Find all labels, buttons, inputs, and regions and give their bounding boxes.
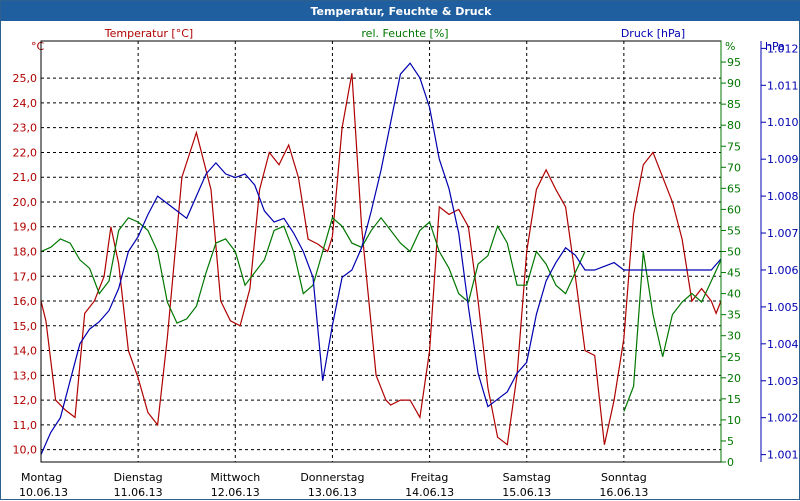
pressure-tick-label: 1.006 xyxy=(767,264,799,277)
humidity-tick-label: 90 xyxy=(727,77,741,90)
humidity-tick-label: 35 xyxy=(727,309,741,322)
date-label: 12.06.13 xyxy=(211,486,260,499)
humidity-tick-label: 15 xyxy=(727,393,741,406)
humidity-tick-label: 20 xyxy=(727,372,741,385)
humidity-tick-label: 25 xyxy=(727,351,741,364)
date-label: 15.06.13 xyxy=(502,486,551,499)
title-bar xyxy=(1,1,800,21)
day-label: Samstag xyxy=(503,471,551,484)
humidity-tick-label: 0 xyxy=(727,456,734,469)
date-label: 11.06.13 xyxy=(114,486,163,499)
pressure-series-line xyxy=(40,62,722,455)
temperature-tick-label: 20,0 xyxy=(13,196,38,209)
humidity-tick-label: 60 xyxy=(727,203,741,216)
pressure-tick-label: 1.007 xyxy=(767,227,799,240)
day-label: Montag xyxy=(21,471,62,484)
pressure-tick-label: 1.009 xyxy=(767,153,799,166)
temperature-tick-label: 12,0 xyxy=(13,394,38,407)
temperature-tick-label: 11,0 xyxy=(13,419,38,432)
humidity-tick-label: 30 xyxy=(727,330,741,343)
humidity-tick-label: 5 xyxy=(727,435,734,448)
temperature-tick-label: 14,0 xyxy=(13,345,38,358)
pressure-tick-label: 1.004 xyxy=(767,338,799,351)
humidity-tick-label: 45 xyxy=(727,267,741,280)
day-label: Mittwoch xyxy=(210,471,260,484)
pressure-tick-label: 1.010 xyxy=(767,116,799,129)
pressure-tick-label: 1.001 xyxy=(767,449,799,462)
series-lines xyxy=(40,62,722,455)
temperature-unit: °C xyxy=(31,40,45,53)
pressure-tick-label: 1.011 xyxy=(767,79,799,92)
pressure-tick-label: 1.002 xyxy=(767,412,799,425)
temperature-tick-label: 15,0 xyxy=(13,320,38,333)
day-label: Sonntag xyxy=(601,471,647,484)
humidity-tick-label: 10 xyxy=(727,414,741,427)
temperature-tick-label: 19,0 xyxy=(13,221,38,234)
axis-ticks: 10,0 11,0 12,0 13,0 14,0 15,0 16,0 17,0 18,0 19,0… xyxy=(13,42,799,469)
pressure-tick-label: 1.003 xyxy=(767,375,799,388)
day-label: Freitag xyxy=(411,471,449,484)
humidity-series-line xyxy=(40,216,722,412)
day-label: Dienstag xyxy=(114,471,163,484)
humidity-tick-label: 95 xyxy=(727,56,741,69)
date-label: 13.06.13 xyxy=(308,486,357,499)
legend-humidity: rel. Feuchte [%] xyxy=(361,27,448,40)
temperature-tick-label: 23,0 xyxy=(13,122,38,135)
humidity-tick-label: 65 xyxy=(727,182,741,195)
temperature-tick-label: 25,0 xyxy=(13,72,38,85)
humidity-unit: % xyxy=(725,40,735,53)
temperature-series-line xyxy=(40,73,722,446)
temperature-tick-label: 13,0 xyxy=(13,369,38,382)
pressure-tick-label: 1.005 xyxy=(767,301,799,314)
temperature-tick-label: 10,0 xyxy=(13,444,38,457)
chart-title: Temperatur, Feuchte & Druck xyxy=(311,5,493,18)
temperature-tick-label: 17,0 xyxy=(13,270,38,283)
humidity-tick-label: 80 xyxy=(727,119,741,132)
humidity-tick-label: 75 xyxy=(727,140,741,153)
humidity-tick-label: 50 xyxy=(727,246,741,259)
pressure-tick-label: 1.008 xyxy=(767,190,799,203)
date-label: 14.06.13 xyxy=(405,486,454,499)
date-label: 16.06.13 xyxy=(599,486,648,499)
pressure-tick-label: 1.012 xyxy=(767,42,799,55)
pressure-unit: hPa xyxy=(765,40,785,53)
temperature-tick-label: 18,0 xyxy=(13,246,38,259)
date-label: 10.06.13 xyxy=(19,486,68,499)
humidity-tick-label: 55 xyxy=(727,224,741,237)
temperature-tick-label: 16,0 xyxy=(13,295,38,308)
x-axis-labels: Montag 10.06.13 Dienstag 11.06.13 Mittwoch 12… xyxy=(19,471,648,499)
legend-pressure: Druck [hPa] xyxy=(621,27,685,40)
temperature-tick-label: 21,0 xyxy=(13,171,38,184)
day-label: Donnerstag xyxy=(300,471,364,484)
temperature-tick-label: 22,0 xyxy=(13,146,38,159)
humidity-tick-label: 40 xyxy=(727,288,741,301)
grid-lines xyxy=(41,41,721,462)
temperature-tick-label: 24,0 xyxy=(13,97,38,110)
humidity-tick-label: 85 xyxy=(727,98,741,111)
legend-temperature: Temperatur [°C] xyxy=(104,27,193,40)
humidity-tick-label: 70 xyxy=(727,161,741,174)
